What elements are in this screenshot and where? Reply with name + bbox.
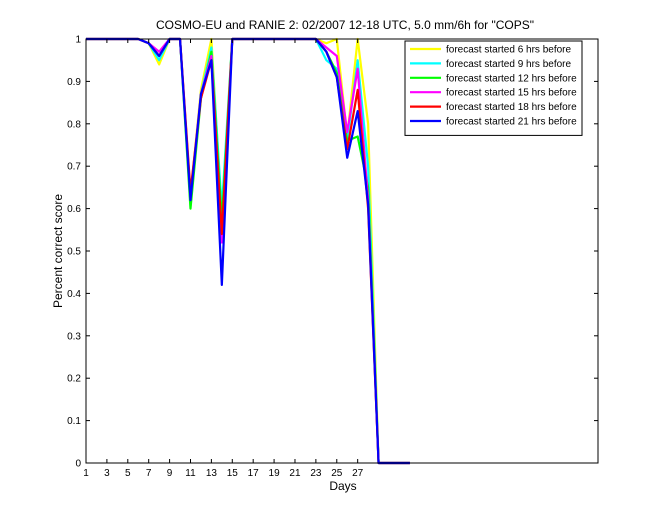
x-tick-label: 5 <box>125 468 131 479</box>
y-tick-label: 1 <box>75 35 81 46</box>
x-tick-label: 27 <box>352 468 364 479</box>
y-axis-label: Percent correct score <box>51 194 65 308</box>
x-tick-label: 17 <box>248 468 260 479</box>
legend-entry: forecast started 12 hrs before <box>446 73 577 84</box>
x-tick-label: 7 <box>146 468 152 479</box>
x-tick-label: 3 <box>104 468 110 479</box>
y-tick-label: 0.4 <box>67 289 81 300</box>
y-tick-label: 0.5 <box>67 247 81 258</box>
x-tick-label: 23 <box>310 468 322 479</box>
y-tick-label: 0.8 <box>67 119 81 130</box>
x-tick-label: 9 <box>167 468 173 479</box>
ticks-layer: 1 3 5 7 9 11 13 15 17 19 21 23 25 2700.10.20.30.40.50… <box>67 35 598 479</box>
chart-title: COSMO-EU and RANIE 2: 02/2007 12-18 UTC,… <box>156 18 534 32</box>
y-tick-label: 0.6 <box>67 204 81 215</box>
y-tick-label: 0.3 <box>67 331 81 342</box>
x-tick-label: 13 <box>206 468 218 479</box>
legend-entry: forecast started 21 hrs before <box>446 117 577 128</box>
x-tick-label: 1 <box>83 468 89 479</box>
y-tick-label: 0 <box>75 459 81 470</box>
y-tick-label: 0.7 <box>67 162 81 173</box>
legend-entry: forecast started 9 hrs before <box>446 59 572 70</box>
x-axis-label: Days <box>329 479 356 493</box>
x-tick-label: 21 <box>289 468 301 479</box>
legend-entry: forecast started 18 hrs before <box>446 102 577 113</box>
legend-entry: forecast started 6 hrs before <box>446 45 572 56</box>
x-tick-label: 11 <box>185 468 196 479</box>
y-tick-label: 0.1 <box>67 416 81 427</box>
legend-entry: forecast started 15 hrs before <box>446 88 577 99</box>
legend: forecast started 6 hrs before forecast st… <box>404 40 583 136</box>
y-tick-label: 0.9 <box>67 77 81 88</box>
legend-box <box>404 40 583 136</box>
x-tick-label: 15 <box>227 468 239 479</box>
x-tick-label: 25 <box>331 468 343 479</box>
x-tick-label: 19 <box>269 468 281 479</box>
y-tick-label: 0.2 <box>67 374 81 385</box>
